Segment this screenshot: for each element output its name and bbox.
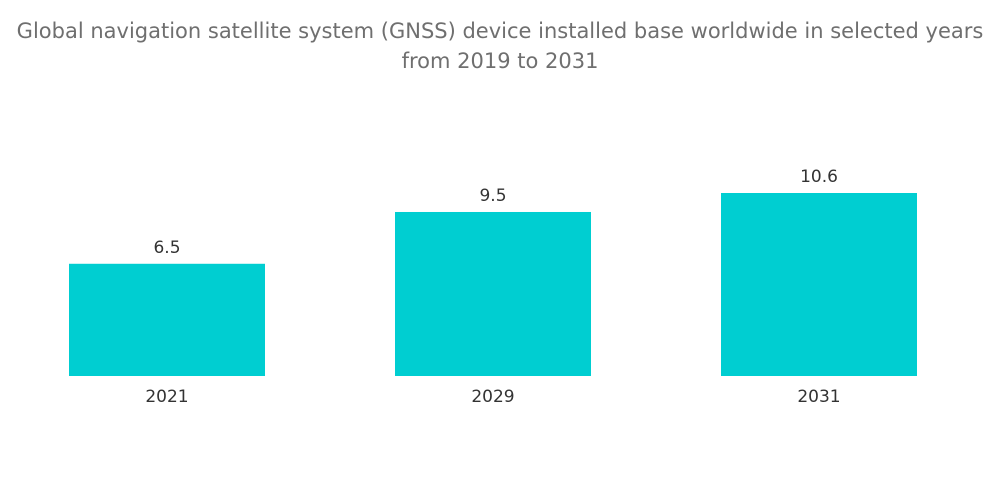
bar-2029	[395, 211, 591, 376]
data-label-2029: 9.5	[479, 186, 506, 206]
data-label-2021: 6.5	[153, 238, 180, 258]
x-tick-label-2021: 2021	[145, 387, 188, 407]
chart-title: Global navigation satellite system (GNSS…	[0, 16, 1000, 76]
bar-2021	[69, 263, 265, 376]
chart-title-line-1: Global navigation satellite system (GNSS…	[16, 19, 984, 43]
bar-2031	[721, 193, 917, 376]
labels-layer: 6.5 2021 9.5 2029 10.6 2031	[145, 167, 840, 407]
x-tick-label-2029: 2029	[471, 387, 514, 407]
x-tick-label-2031: 2031	[797, 387, 840, 407]
data-label-2031: 10.6	[800, 167, 838, 187]
chart-title-line-2: from 2019 to 2031	[401, 49, 599, 73]
bars-layer	[69, 193, 917, 376]
